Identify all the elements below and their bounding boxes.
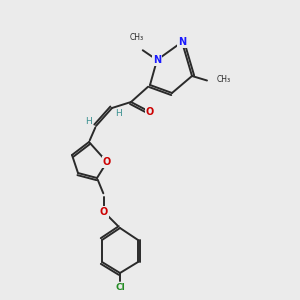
Text: N: N [178,37,186,47]
Text: H: H [85,116,92,125]
Text: CH₃: CH₃ [217,74,231,83]
Text: Cl: Cl [115,283,125,292]
Text: O: O [146,107,154,117]
Text: N: N [153,55,161,65]
Text: O: O [103,157,111,167]
Text: O: O [100,207,108,217]
Text: CH₃: CH₃ [130,33,144,42]
Text: H: H [116,110,122,118]
